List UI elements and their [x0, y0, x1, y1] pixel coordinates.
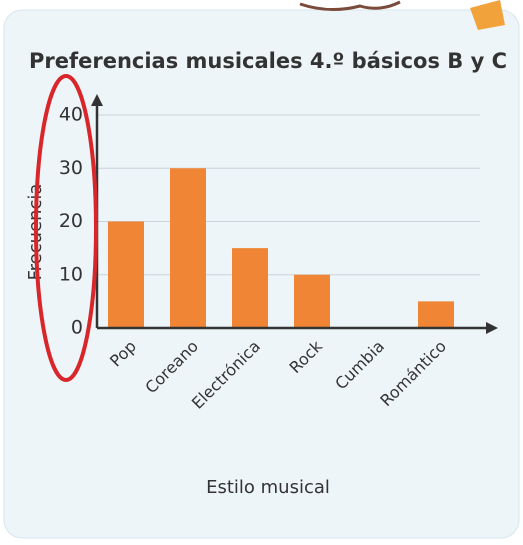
x-axis-arrow: [486, 322, 498, 334]
y-tick-label: 20: [59, 210, 83, 232]
bar: [108, 221, 144, 328]
bar: [232, 248, 268, 328]
y-tick-label: 30: [59, 157, 83, 179]
highlight-ellipse: [34, 74, 98, 382]
cartoon-decoration: [299, 0, 401, 11]
y-axis-arrow: [91, 94, 103, 106]
y-tick-label: 10: [59, 263, 83, 285]
bar: [294, 274, 330, 328]
x-axis-title: Estilo musical: [206, 477, 330, 498]
bar: [418, 301, 454, 328]
corner-decoration: [470, 0, 505, 30]
chart-title: Preferencias musicales 4.º básicos B y C: [29, 49, 507, 73]
y-tick-label: 0: [71, 317, 83, 339]
bar: [170, 168, 206, 328]
y-tick-label: 40: [59, 104, 83, 126]
